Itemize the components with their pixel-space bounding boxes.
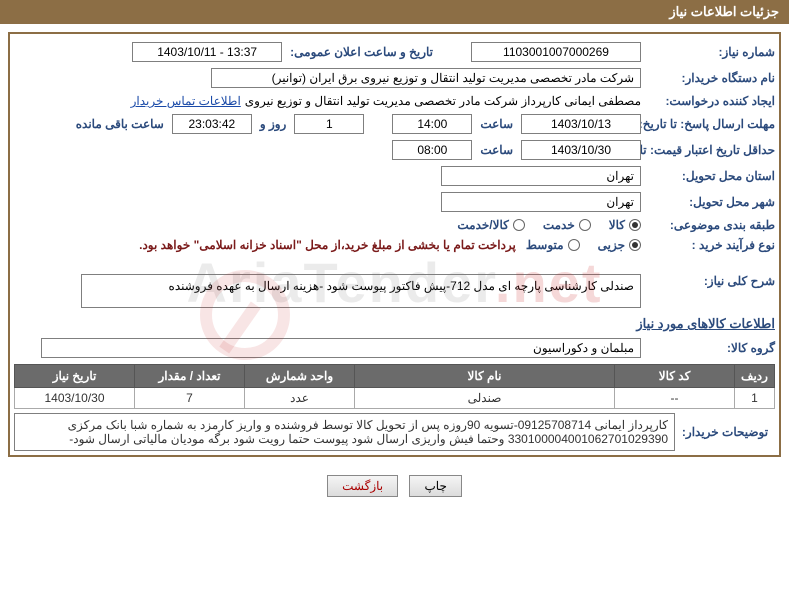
delivery-city-label: شهر محل تحویل: xyxy=(645,195,775,209)
purchase-radio-icon-0 xyxy=(629,239,641,251)
announce-dt-label: تاریخ و ساعت اعلان عمومی: xyxy=(286,45,433,59)
goods-group-value: مبلمان و دکوراسیون xyxy=(41,338,641,358)
delivery-province-value: تهران xyxy=(441,166,641,186)
category-radio-group: کالا خدمت کالا/خدمت xyxy=(457,218,641,232)
goods-td-0-1: -- xyxy=(615,388,735,409)
print-button[interactable]: چاپ xyxy=(409,475,461,497)
requester-label: ایجاد کننده درخواست: xyxy=(645,94,775,108)
category-radio-icon-1 xyxy=(579,219,591,231)
goods-th-0: ردیف xyxy=(735,365,775,388)
countdown-value: 23:03:42 xyxy=(172,114,252,134)
goods-th-2: نام کالا xyxy=(355,365,615,388)
category-label: طبقه بندی موضوعی: xyxy=(645,218,775,232)
goods-td-0-5: 1403/10/30 xyxy=(15,388,135,409)
goods-td-0-0: 1 xyxy=(735,388,775,409)
purchase-option-label-0: جزیی xyxy=(598,238,625,252)
purchase-radio-icon-1 xyxy=(568,239,580,251)
quote-validity-date: 1403/10/30 xyxy=(521,140,641,160)
category-radio-icon-2 xyxy=(513,219,525,231)
category-option-label-0: کالا xyxy=(609,218,625,232)
delivery-province-label: استان محل تحویل: xyxy=(645,169,775,183)
goods-td-0-3: عدد xyxy=(245,388,355,409)
panel-title: جزئیات اطلاعات نیاز xyxy=(669,4,779,19)
purchase-option-0[interactable]: جزیی xyxy=(598,238,641,252)
goods-th-3: واحد شمارش xyxy=(245,365,355,388)
buyer-contact-link[interactable]: اطلاعات تماس خریدار xyxy=(131,94,241,108)
content-panel: شماره نیاز: 1103001007000269 تاریخ و ساع… xyxy=(8,32,781,457)
request-no-label: شماره نیاز: xyxy=(645,45,775,59)
category-option-1[interactable]: خدمت xyxy=(543,218,591,232)
quote-validity-label: حداقل تاریخ اعتبار قیمت: تا تاریخ: xyxy=(645,143,775,157)
payment-note: پرداخت تمام یا بخشی از مبلغ خرید،از محل … xyxy=(139,238,522,252)
time-label-2: ساعت xyxy=(476,143,517,157)
reply-time-value: 14:00 xyxy=(392,114,472,134)
requester-value: مصطفی ایمانی کارپرداز شرکت مادر تخصصی مد… xyxy=(245,94,641,108)
goods-th-5: تاریخ نیاز xyxy=(15,365,135,388)
remaining-label: ساعت باقی مانده xyxy=(72,117,168,131)
goods-td-0-4: 7 xyxy=(135,388,245,409)
panel-header: جزئیات اطلاعات نیاز xyxy=(0,0,789,24)
goods-group-label: گروه کالا: xyxy=(645,341,775,355)
goods-th-1: کد کالا xyxy=(615,365,735,388)
request-no-value: 1103001007000269 xyxy=(471,42,641,62)
category-option-label-2: کالا/خدمت xyxy=(457,218,508,232)
purchase-option-1[interactable]: متوسط xyxy=(526,238,580,252)
announce-dt-value: 1403/10/11 - 13:37 xyxy=(132,42,282,62)
back-button[interactable]: بازگشت xyxy=(327,475,398,497)
buyer-org-label: نام دستگاه خریدار: xyxy=(645,71,775,85)
category-option-0[interactable]: کالا xyxy=(609,218,641,232)
goods-section-title: اطلاعات کالاهای مورد نیاز xyxy=(14,316,775,332)
time-label-1: ساعت xyxy=(476,117,517,131)
reply-deadline-label: مهلت ارسال پاسخ: تا تاریخ: xyxy=(645,117,775,131)
table-row: 1--صندلیعدد71403/10/30 xyxy=(15,388,775,409)
goods-table: ردیفکد کالانام کالاواحد شمارشتعداد / مقد… xyxy=(14,364,775,409)
buyer-notes-label: توضیحات خریدار: xyxy=(675,413,775,451)
purchase-radio-group: جزیی متوسط xyxy=(526,238,641,252)
general-desc-label: شرح کلی نیاز: xyxy=(645,274,775,288)
delivery-city-value: تهران xyxy=(441,192,641,212)
days-label: روز و xyxy=(256,117,291,131)
buyer-org-value: شرکت مادر تخصصی مدیریت تولید انتقال و تو… xyxy=(211,68,641,88)
buyer-notes-value: کارپرداز ایمانی 09125708714-تسویه 90روزه… xyxy=(14,413,675,451)
category-option-label-1: خدمت xyxy=(543,218,575,232)
purchase-type-label: نوع فرآیند خرید : xyxy=(645,238,775,252)
quote-validity-time: 08:00 xyxy=(392,140,472,160)
days-remaining-value: 1 xyxy=(294,114,364,134)
general-desc-value: صندلی کارشناسی پارچه ای مدل 712-پیش فاکت… xyxy=(81,274,641,308)
category-option-2[interactable]: کالا/خدمت xyxy=(457,218,524,232)
goods-td-0-2: صندلی xyxy=(355,388,615,409)
reply-date-value: 1403/10/13 xyxy=(521,114,641,134)
purchase-option-label-1: متوسط xyxy=(526,238,564,252)
goods-th-4: تعداد / مقدار xyxy=(135,365,245,388)
category-radio-icon-0 xyxy=(629,219,641,231)
